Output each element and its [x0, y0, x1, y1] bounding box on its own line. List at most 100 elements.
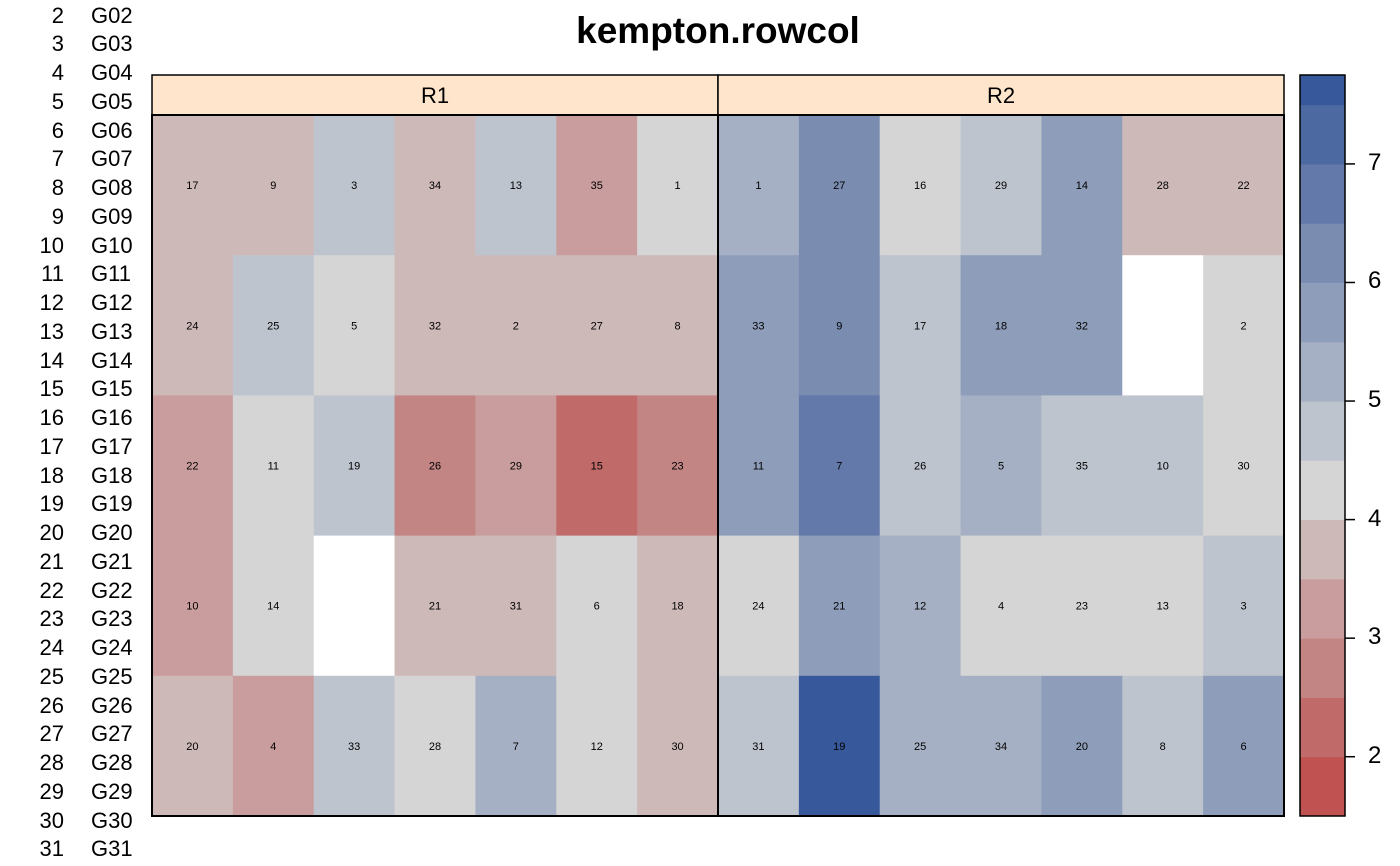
- cell-label: 2: [513, 320, 519, 332]
- cell-label: 29: [995, 180, 1007, 192]
- legend-color-block: [1300, 578, 1345, 639]
- heatmap-cell: [798, 115, 881, 256]
- row-label-number: 14: [39, 347, 64, 373]
- cell-label: 18: [995, 320, 1007, 332]
- row-label-list: 2 G02 3 G03 4 G04 5 G05 6 G06 7 G07 8 G08 9 G09 10 G10 11 G…: [0, 0, 150, 866]
- heatmap-cell: [879, 535, 962, 677]
- heatmap-cell: [556, 535, 638, 677]
- heatmap-cell: [313, 675, 396, 817]
- heatmap-cell: [152, 115, 234, 256]
- heatmap-cell: [475, 675, 557, 817]
- legend-color-block: [1300, 756, 1345, 817]
- row-label-name: G03: [91, 31, 133, 57]
- heatmap-cell: [232, 115, 315, 256]
- cell-label: 17: [186, 180, 198, 192]
- row-label-name: G02: [91, 2, 133, 28]
- heatmap-cell: [879, 115, 962, 256]
- cell-label: 33: [752, 320, 764, 332]
- row-label-number: 21: [39, 548, 64, 574]
- row-label-name: G30: [91, 807, 133, 833]
- cell-label: 20: [1076, 741, 1088, 753]
- cell-label: 31: [752, 741, 764, 753]
- cell-label: 2: [1241, 320, 1247, 332]
- cell-label: 30: [1237, 461, 1249, 473]
- row-label-number: 11: [41, 261, 64, 287]
- row-label-name: G07: [91, 146, 133, 172]
- cell-label: 26: [914, 461, 926, 473]
- heatmap-cell: [637, 255, 719, 396]
- cell-label: 6: [594, 601, 600, 613]
- cell-label: 19: [348, 461, 360, 473]
- row-label-name: G10: [91, 232, 133, 258]
- row-label-name: G16: [91, 405, 133, 430]
- cell-label: 21: [429, 601, 441, 613]
- row-label-number: 25: [39, 663, 64, 689]
- cell-label: 11: [268, 461, 279, 473]
- row-label-number: 29: [39, 778, 64, 804]
- heatmap-cell: [1122, 675, 1204, 817]
- cell-label: 33: [348, 741, 360, 753]
- row-label-number: 20: [39, 520, 64, 545]
- row-label-number: 30: [39, 807, 64, 833]
- cell-label: 14: [267, 601, 279, 613]
- heatmap-cell: [1041, 395, 1123, 537]
- legend-tick-label: 2: [1368, 741, 1382, 769]
- cell-label: 11: [753, 461, 764, 473]
- cell-label: 30: [671, 741, 683, 753]
- row-label-name: G31: [91, 836, 133, 862]
- heatmap-cell: [1041, 255, 1123, 396]
- cell-label: 4: [270, 741, 276, 753]
- heatmap-cell: [1122, 115, 1204, 256]
- cell-label: 10: [186, 601, 198, 613]
- row-label-number: 27: [39, 721, 64, 747]
- heatmap-cell: [1203, 255, 1285, 396]
- row-label-number: 17: [39, 433, 64, 459]
- cell-label: 25: [914, 741, 926, 753]
- row-label-number: 26: [39, 692, 64, 718]
- legend-color-block: [1300, 282, 1345, 343]
- legend-tick-label: 6: [1368, 267, 1382, 295]
- cell-label: 32: [429, 320, 441, 332]
- heatmap-cell: [718, 675, 800, 817]
- heatmap-cell: [1122, 255, 1204, 396]
- row-label-number: 4: [51, 60, 64, 85]
- row-label-name: G04: [91, 60, 133, 85]
- row-label-name: G28: [91, 750, 133, 775]
- heatmap-cell: [718, 115, 800, 256]
- row-label-name: G19: [91, 491, 133, 517]
- legend-color-block: [1300, 75, 1345, 106]
- legend-tick-label: 5: [1368, 386, 1382, 414]
- cell-label: 31: [510, 601, 522, 613]
- legend-color-block: [1300, 163, 1345, 224]
- row-label-name: G24: [91, 635, 133, 660]
- heatmap-cell: [798, 255, 881, 396]
- heatmap-cell: [960, 395, 1042, 537]
- heatmap-cell: [232, 255, 315, 396]
- row-label-name: G13: [91, 318, 133, 344]
- heatmap-cell: [232, 675, 315, 817]
- row-label-name: G22: [91, 577, 133, 603]
- legend-color-block: [1300, 341, 1345, 402]
- legend-color-block: [1300, 104, 1345, 165]
- heatmap-cell: [960, 255, 1042, 396]
- heatmap-cell: [798, 675, 881, 817]
- row-label-name: G18: [91, 462, 133, 488]
- cell-label: 21: [833, 601, 845, 613]
- heatmap-cell: [960, 115, 1042, 256]
- heatmap-cell: [1041, 675, 1123, 817]
- heatmap-cell: [556, 395, 638, 537]
- cell-label: 28: [1157, 180, 1169, 192]
- heatmap-cell: [394, 255, 476, 396]
- cell-label: 29: [510, 461, 522, 473]
- cell-label: 22: [186, 461, 198, 473]
- heatmap-cell: [556, 115, 638, 256]
- heatmap-cell: [313, 115, 396, 256]
- cell-label: 14: [1076, 180, 1088, 192]
- heatmap-cell: [232, 535, 315, 677]
- cell-label: 18: [671, 601, 683, 613]
- heatmap-cell: [637, 115, 719, 256]
- row-label-number: 18: [39, 462, 64, 488]
- cell-label: 16: [914, 180, 926, 192]
- heatmap-cell: [1203, 395, 1285, 537]
- heatmap-cell: [1122, 535, 1204, 677]
